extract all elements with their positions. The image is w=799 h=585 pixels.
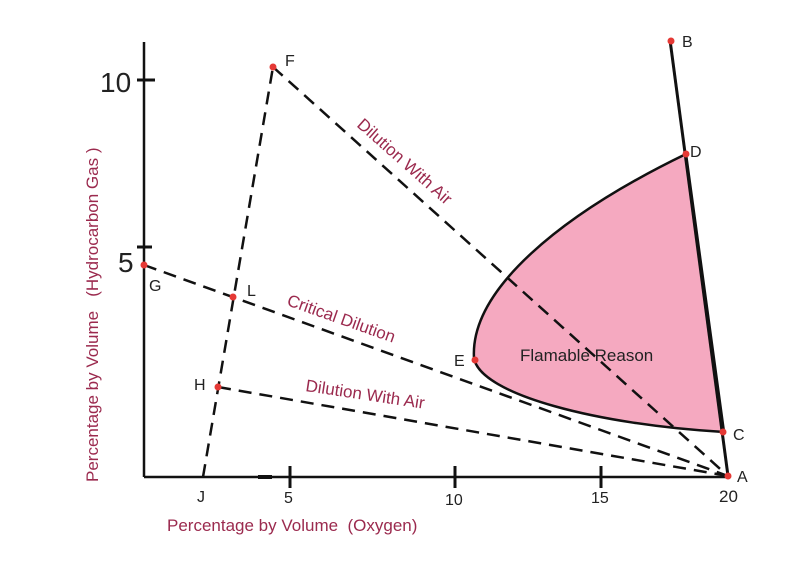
point-label-e: E [454, 353, 465, 370]
x-tick-label-20: 20 [719, 487, 738, 506]
point-label-d: D [690, 144, 702, 161]
point-f [269, 63, 277, 71]
point-e [471, 356, 479, 364]
point-label-b: B [682, 34, 693, 51]
point-g [140, 261, 148, 269]
point-label-f: F [285, 53, 295, 70]
region-label: Flamable Reason [520, 346, 653, 365]
y-tick-label-10: 10 [100, 67, 131, 98]
x-tick-label-15: 15 [591, 490, 609, 507]
x-tick-label-5: 5 [284, 490, 293, 507]
point-c [719, 428, 727, 436]
line-label-critical-dilution: Critical Dilution [285, 291, 398, 347]
point-l [229, 293, 237, 301]
y-tick-label-5: 5 [118, 247, 134, 278]
point-h [214, 383, 222, 391]
point-label-l: L [247, 283, 256, 300]
point-label-a: A [737, 469, 748, 486]
point-label-j: J [197, 489, 205, 506]
line-label-dilution-upper: Dilution With Air [353, 115, 456, 209]
line-label-dilution-lower: Dilution With Air [304, 376, 426, 413]
y-axis-title: Percentage by Volume (Hydrocarbon Gas ) [83, 148, 102, 483]
point-b [667, 37, 675, 45]
point-label-h: H [194, 377, 206, 394]
point-a [724, 472, 732, 480]
dashed-line-h-a [217, 385, 729, 478]
x-axis-title: Percentage by Volume (Oxygen) [167, 516, 417, 535]
dashed-line-f-a [272, 66, 729, 477]
point-label-g: G [149, 278, 161, 295]
point-label-c: C [733, 427, 745, 444]
flammable-region [472, 152, 726, 434]
line-b-a [668, 39, 730, 477]
dashed-line-j-f [201, 66, 275, 478]
point-d [682, 150, 690, 158]
x-tick-label-10: 10 [445, 492, 463, 509]
